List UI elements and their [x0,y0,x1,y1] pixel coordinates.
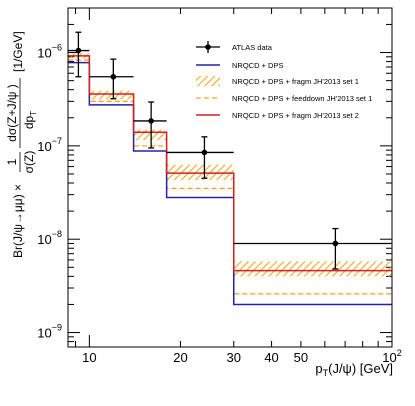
y-tick-label: 10−9 [37,323,62,341]
x-tick-label: 50 [294,350,308,365]
y-tick-label: 10−8 [37,229,62,247]
band-bin [233,261,392,277]
legend-label: NRQCD + DPS + feeddown JH'2013 set 1 [232,94,372,103]
y-tick-label: 10−6 [37,43,62,61]
data-point [148,118,154,124]
legend-label: NRQCD + DPS + fragm JH'2013 set 2 [232,111,359,120]
legend-marker-band [196,76,220,86]
axis-labels: pT(J/ψ) [GeV] Br(J/ψ→μμ) × 1 σ(Z) dσ(Z+J… [5,31,393,378]
x-tick-label: 10 [82,350,96,365]
series-line-fragm-set2 [68,55,392,272]
x-axis-label: pT(J/ψ) [GeV] [315,361,393,378]
x-tick-label: 40 [264,350,278,365]
band-bin [166,164,234,181]
legend-marker-point [205,44,211,50]
data-point [75,47,82,54]
legend-label: NRQCD + DPS + fragm JH'2013 set 1 [232,77,359,86]
legend-label: ATLAS data [232,43,273,52]
data-point [110,73,117,80]
data-point [332,240,339,247]
y-axis-label: Br(J/ψ→μμ) × 1 σ(Z) dσ(Z+J/ψ ) dpT [1/Ge… [5,31,38,258]
series-layer [68,53,392,306]
y-axis-label-prefix: Br(J/ψ→μμ) × [11,184,25,258]
band-bin [133,129,167,141]
band-bin [89,90,134,100]
y-axis-frac-num: 1 [5,158,19,165]
y-axis-unit: [1/GeV] [11,31,25,72]
y-axis-frac-den: σ(Z) [22,151,36,174]
x-tick-label: 20 [173,350,187,365]
data-layer [68,31,392,270]
axis-ticks: 10 20 30 40 50 102 10−9 10−8 10−7 10−6 [37,7,402,365]
y-axis-deriv-den: dpT [22,111,38,129]
x-tick-label: 102 [382,348,401,365]
y-axis-deriv-num: dσ(Z+J/ψ ) [5,84,19,142]
data-point [201,149,208,156]
legend: ATLAS data NRQCD + DPS NRQCD + DPS + fragm… [196,41,372,120]
plot-frame [67,7,393,348]
legend-label: NRQCD + DPS [232,61,283,70]
y-tick-label: 10−7 [37,136,62,154]
x-tick-label: 30 [227,350,241,365]
